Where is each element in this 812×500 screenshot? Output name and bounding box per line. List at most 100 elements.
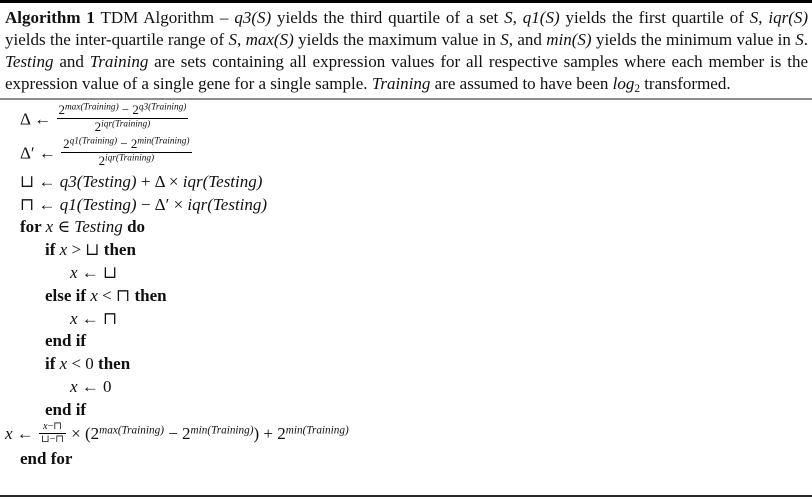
- algorithm-line: ⊔ ← q3(Testing) + Δ × iqr(Testing): [0, 171, 808, 194]
- text-run: if: [45, 240, 60, 260]
- text-run: x: [45, 217, 54, 237]
- text-run: iqr(Training): [101, 119, 151, 130]
- algorithm-line: x ← ⊔: [0, 262, 808, 285]
- algorithm-line: Δ′ ← 2q1(Training) − 2min(Training) 2iqr(…: [0, 135, 808, 171]
- text-run: − Δ′ ×: [136, 194, 188, 214]
- text-run: , and: [508, 29, 547, 49]
- caption-rule: [0, 98, 812, 101]
- text-run: ,: [758, 7, 769, 27]
- text-run: ) + 2: [253, 423, 286, 443]
- text-run: < ⊓: [97, 285, 135, 305]
- text-run: min(Training): [285, 424, 349, 437]
- text-run: x: [59, 240, 68, 260]
- algorithm-body: Δ ← 2max(Training) − 2q3(Training) 2iqr(T…: [0, 100, 812, 471]
- text-run: ,: [512, 7, 523, 27]
- text-run: ⊔−⊓: [41, 434, 64, 446]
- bottom-rule: [0, 495, 812, 497]
- text-run: S: [500, 29, 509, 49]
- text-run: S: [504, 7, 513, 27]
- algorithm-line: x ← x−⊓ ⊔−⊓ × (2max(Training) − 2min(Trai…: [0, 420, 808, 449]
- text-run: − 2: [163, 423, 191, 443]
- text-run: max(Training): [99, 424, 164, 437]
- math-superscript: min(Training): [286, 424, 349, 436]
- text-run: + Δ ×: [136, 171, 183, 191]
- text-run: q3(Training): [138, 102, 187, 113]
- top-rule: [0, 0, 812, 3]
- math-superscript: min(Training): [137, 136, 189, 146]
- algorithm-line: Δ ← 2max(Training) − 2q3(Training) 2iqr(T…: [0, 102, 808, 137]
- text-run: ⊔ ←: [20, 171, 60, 191]
- text-run: Algorithm 1: [5, 7, 95, 27]
- algorithm-line: if x > ⊔ then: [0, 239, 808, 262]
- text-run: are sets containing all expression value…: [5, 51, 809, 94]
- math-superscript: max(Training): [65, 103, 119, 113]
- text-run: log: [612, 74, 635, 94]
- text-run: x: [70, 308, 78, 328]
- math-superscript: q1(Training): [70, 136, 118, 146]
- text-run: yields the inter-quartile range of: [5, 29, 229, 49]
- math-superscript: iqr(Training): [105, 153, 154, 163]
- algorithm-line: else if x < ⊓ then: [0, 285, 808, 308]
- text-run: 2: [94, 119, 102, 135]
- text-run: min(Training): [137, 135, 190, 146]
- algorithm-line: x ← ⊓: [0, 308, 808, 331]
- text-run: Testing: [74, 217, 123, 237]
- text-run: q3(Testing): [59, 171, 137, 191]
- text-run: ←: [12, 423, 39, 443]
- text-run: else if: [45, 285, 91, 305]
- text-run: ⊓ ←: [20, 194, 60, 214]
- text-run: x: [90, 285, 98, 305]
- text-run: then: [98, 354, 131, 374]
- text-run: 2: [98, 152, 106, 168]
- algorithm-line: end for: [0, 448, 808, 471]
- text-run: Δ′ ←: [20, 143, 61, 163]
- text-run: yields the third quartile of a set: [271, 7, 505, 27]
- text-run: 2: [58, 102, 65, 118]
- text-run: TDM Algorithm –: [94, 7, 235, 27]
- math-superscript: max(Training): [99, 424, 164, 436]
- text-run: 2: [63, 135, 70, 151]
- math-fraction: 2q1(Training) − 2min(Training) 2iqr(Train…: [61, 135, 192, 169]
- text-run: iqr(S): [768, 7, 809, 27]
- text-run: q3(S): [234, 7, 272, 27]
- text-run: then: [134, 285, 167, 305]
- math-fraction: 2max(Training) − 2q3(Training) 2iqr(Train…: [56, 102, 189, 135]
- text-run: −⊓: [47, 420, 62, 432]
- text-run: min(Training): [190, 424, 254, 437]
- text-run: − 2: [118, 102, 139, 118]
- text-run: then: [103, 240, 136, 260]
- text-run: x: [43, 420, 48, 432]
- text-run: q1(Training): [69, 135, 118, 146]
- text-run: S: [228, 29, 237, 49]
- text-run: Δ ←: [20, 109, 56, 129]
- text-run: ,: [236, 29, 246, 49]
- algorithm-line: ⊓ ← q1(Testing) − Δ′ × iqr(Testing): [0, 194, 808, 217]
- math-superscript: q3(Training): [139, 103, 187, 113]
- text-run: ← ⊓: [77, 308, 118, 328]
- text-run: end if: [45, 331, 87, 351]
- text-run: min(S): [546, 29, 592, 49]
- algorithm-line: if x < 0 then: [0, 353, 808, 376]
- math-superscript: min(Training): [191, 424, 254, 436]
- text-run: x: [70, 377, 78, 397]
- text-run: for: [20, 217, 46, 237]
- text-run: end for: [20, 449, 73, 469]
- text-run: transformed.: [639, 74, 731, 94]
- text-run: if: [45, 354, 60, 374]
- text-run: > ⊔: [67, 240, 104, 260]
- text-run: iqr(Testing): [182, 171, 263, 191]
- text-run: x: [5, 423, 13, 443]
- text-run: x: [70, 263, 78, 283]
- text-run: Training: [89, 51, 149, 71]
- text-run: are assumed to have been: [430, 74, 613, 94]
- text-run: iqr(Training): [105, 153, 155, 164]
- math-superscript: iqr(Training): [101, 120, 150, 130]
- text-run: 2: [634, 82, 640, 95]
- text-run: − 2: [117, 135, 138, 151]
- text-run: and: [53, 51, 90, 71]
- algorithm-line: x ← 0: [0, 376, 808, 399]
- text-run: yields the first quartile of: [559, 7, 750, 27]
- text-run: q1(Testing): [59, 194, 137, 214]
- text-run: S: [749, 7, 759, 27]
